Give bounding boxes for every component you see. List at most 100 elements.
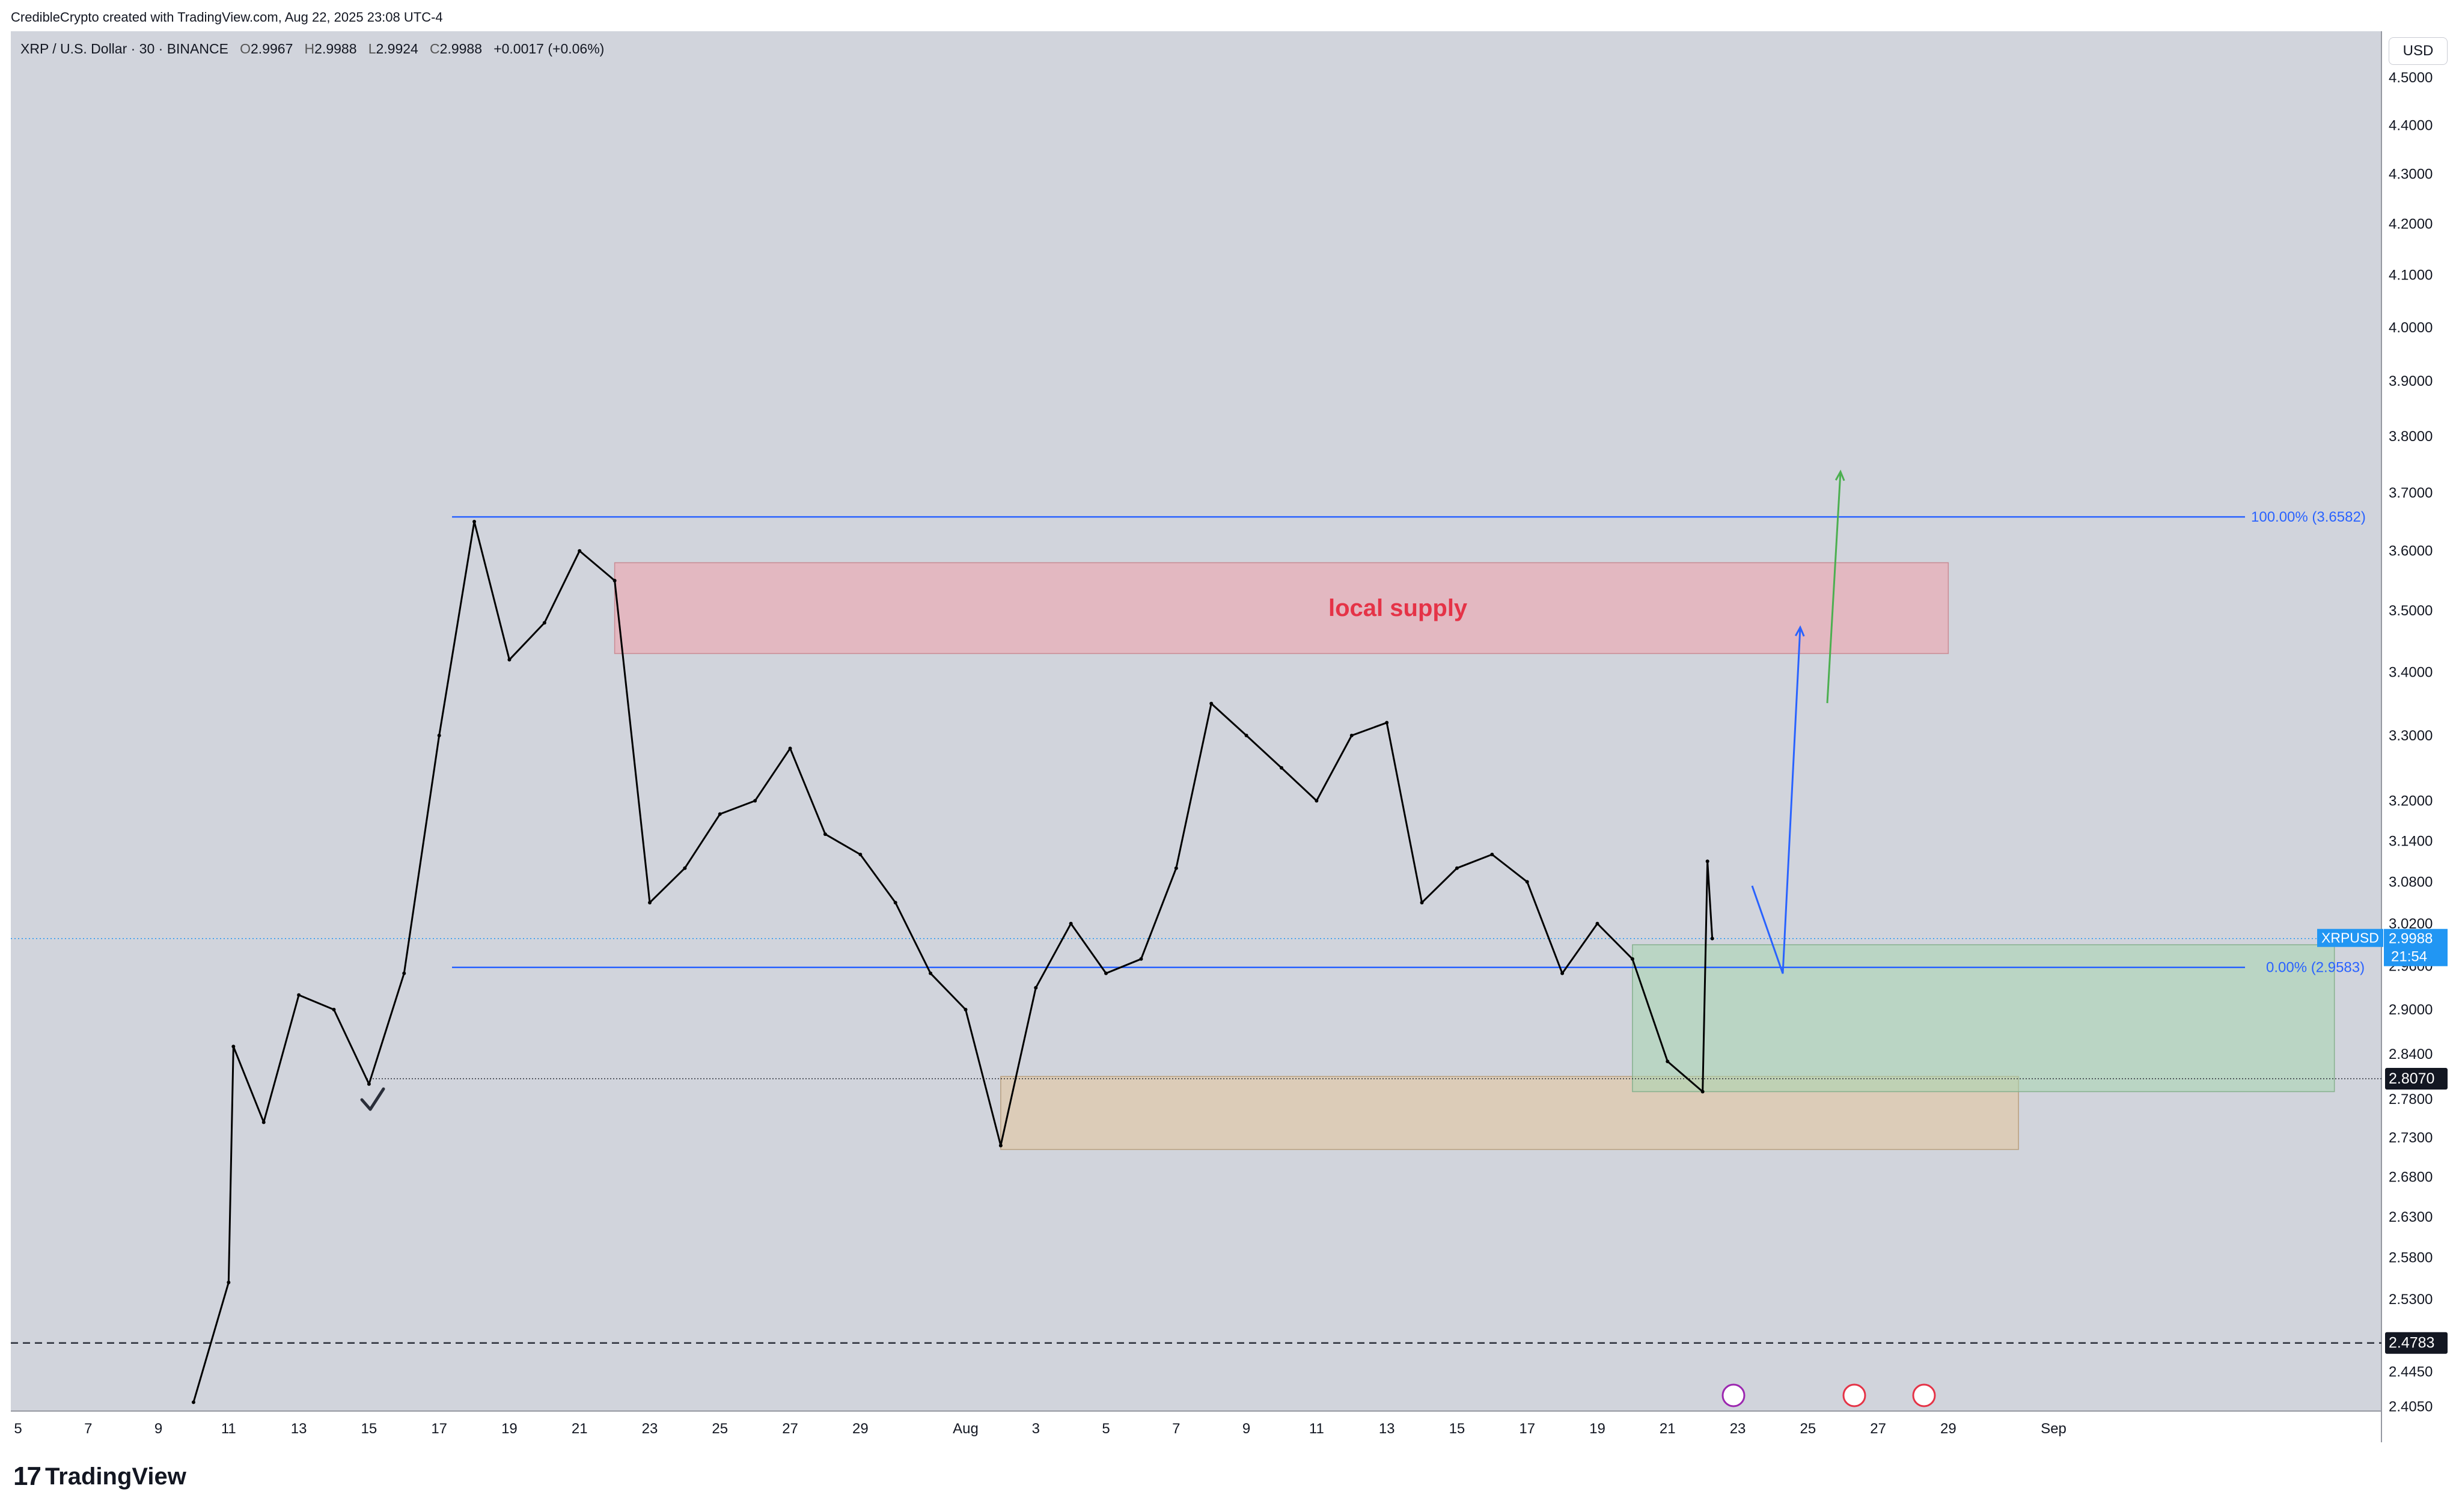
y-tick-label: 2.9000 bbox=[2389, 1002, 2433, 1018]
price-point bbox=[1139, 957, 1143, 961]
y-tick-label: 2.7300 bbox=[2389, 1130, 2433, 1146]
x-tick-label: 21 bbox=[572, 1421, 588, 1437]
dashed-level-label: 2.4783 bbox=[2389, 1335, 2434, 1352]
price-point bbox=[472, 520, 477, 524]
x-tick-label: 7 bbox=[1172, 1421, 1180, 1437]
price-point bbox=[1174, 866, 1178, 870]
symbol-label[interactable]: XRP / U.S. Dollar · 30 · BINANCE bbox=[20, 41, 228, 56]
price-point bbox=[823, 832, 827, 837]
x-tick-label: 5 bbox=[1102, 1421, 1110, 1437]
tradingview-logo-icon: 17 bbox=[13, 1462, 41, 1491]
price-point bbox=[1349, 733, 1354, 737]
price-point bbox=[1595, 921, 1599, 925]
x-tick-label: 19 bbox=[1589, 1421, 1605, 1437]
price-point bbox=[1710, 936, 1714, 940]
y-tick-label: 3.4000 bbox=[2389, 664, 2433, 680]
y-tick-label: 2.6300 bbox=[2389, 1209, 2433, 1225]
y-tick-label: 3.0800 bbox=[2389, 874, 2433, 890]
last-price-box bbox=[2384, 928, 2448, 966]
price-point bbox=[753, 799, 757, 803]
price-point bbox=[1700, 1090, 1705, 1094]
dotted-level-label: 2.8070 bbox=[2389, 1070, 2434, 1087]
x-tick-label: 13 bbox=[1379, 1421, 1395, 1437]
price-point bbox=[648, 900, 652, 904]
us-flag-event-icon bbox=[1912, 1383, 1936, 1407]
x-tick-label: 9 bbox=[154, 1421, 162, 1437]
check-icon bbox=[360, 1087, 385, 1111]
y-tick-label: 3.8000 bbox=[2389, 428, 2433, 445]
x-tick-label: 29 bbox=[1940, 1421, 1956, 1437]
x-tick-label: Sep bbox=[2041, 1421, 2066, 1437]
last-price-label: 2.9988 bbox=[2389, 931, 2433, 947]
earnings-event-icon bbox=[1721, 1383, 1746, 1407]
y-tick-label: 2.8400 bbox=[2389, 1046, 2433, 1062]
projection-arrow-blue-path bbox=[1751, 627, 1801, 974]
plot-area bbox=[11, 31, 2381, 1411]
currency-button[interactable]: USD bbox=[2389, 37, 2448, 65]
price-point bbox=[612, 579, 617, 583]
x-tick-label: 17 bbox=[431, 1421, 447, 1437]
projection-arrow-blue bbox=[1751, 625, 1805, 974]
x-tick-label: 11 bbox=[221, 1421, 236, 1437]
y-tick-label: 2.4450 bbox=[2389, 1364, 2433, 1380]
y-tick-label: 2.5300 bbox=[2389, 1291, 2433, 1308]
price-point bbox=[437, 733, 441, 737]
price-point bbox=[231, 1044, 236, 1049]
price-point bbox=[964, 1008, 968, 1011]
price-point bbox=[1525, 880, 1529, 884]
y-tick-label: 3.6000 bbox=[2389, 543, 2433, 559]
high-value: 2.9988 bbox=[314, 41, 357, 56]
price-point bbox=[788, 746, 792, 751]
price-point bbox=[1666, 1059, 1670, 1064]
fib-100-label: 100.00% (3.6582) bbox=[2251, 509, 2366, 525]
price-point bbox=[1420, 900, 1424, 904]
y-tick-label: 3.1400 bbox=[2389, 833, 2433, 849]
price-point bbox=[1630, 957, 1634, 961]
countdown-label: 21:54 bbox=[2391, 949, 2427, 965]
price-point bbox=[1069, 921, 1073, 925]
y-tick-label: 4.2000 bbox=[2389, 216, 2433, 233]
price-point bbox=[332, 1008, 336, 1011]
price-point bbox=[402, 971, 406, 975]
price-point bbox=[542, 621, 546, 625]
open-value: 2.9967 bbox=[251, 41, 293, 56]
x-tick-label: 21 bbox=[1660, 1421, 1676, 1437]
price-point bbox=[578, 549, 582, 553]
price-point bbox=[1315, 799, 1319, 803]
y-tick-label: 4.0000 bbox=[2389, 320, 2433, 336]
price-axis-area bbox=[2381, 31, 2454, 1442]
zone-local-supply bbox=[614, 562, 1949, 654]
price-point bbox=[1280, 766, 1283, 770]
y-tick-label: 3.7000 bbox=[2389, 485, 2433, 501]
symbol-tag: XRPUSD bbox=[2321, 930, 2379, 946]
price-point bbox=[1104, 971, 1108, 975]
y-tick-label: 4.5000 bbox=[2389, 70, 2433, 86]
open-label: O bbox=[240, 41, 251, 56]
x-tick-label: 27 bbox=[1870, 1421, 1886, 1437]
symbol-tag-box bbox=[2317, 928, 2383, 947]
x-tick-label: 5 bbox=[14, 1421, 22, 1437]
y-tick-label: 2.5800 bbox=[2389, 1250, 2433, 1266]
price-series bbox=[191, 520, 1714, 1404]
projection-arrow-green-head bbox=[1834, 469, 1845, 481]
x-tick-label: 15 bbox=[361, 1421, 377, 1437]
x-tick-label: 29 bbox=[852, 1421, 869, 1437]
close-value: 2.9988 bbox=[439, 41, 483, 56]
price-point bbox=[1209, 701, 1214, 706]
price-point bbox=[718, 812, 722, 816]
price-point bbox=[929, 971, 933, 975]
price-point bbox=[1034, 986, 1038, 990]
price-point bbox=[1244, 733, 1248, 737]
price-point bbox=[858, 852, 863, 856]
y-tick-label: 3.5000 bbox=[2389, 603, 2433, 619]
price-point bbox=[683, 866, 687, 870]
price-point bbox=[1385, 721, 1389, 725]
ticker-header: XRP / U.S. Dollar · 30 · BINANCE O2.9967… bbox=[20, 41, 604, 57]
x-tick-label: 27 bbox=[782, 1421, 798, 1437]
chart-credit: CredibleCrypto created with TradingView.… bbox=[11, 10, 443, 25]
x-tick-label: 25 bbox=[712, 1421, 728, 1437]
tradingview-logo[interactable]: 17 TradingView bbox=[13, 1462, 186, 1492]
y-tick-label: 2.4050 bbox=[2389, 1399, 2433, 1415]
dotted-level-label-box bbox=[2385, 1068, 2448, 1090]
